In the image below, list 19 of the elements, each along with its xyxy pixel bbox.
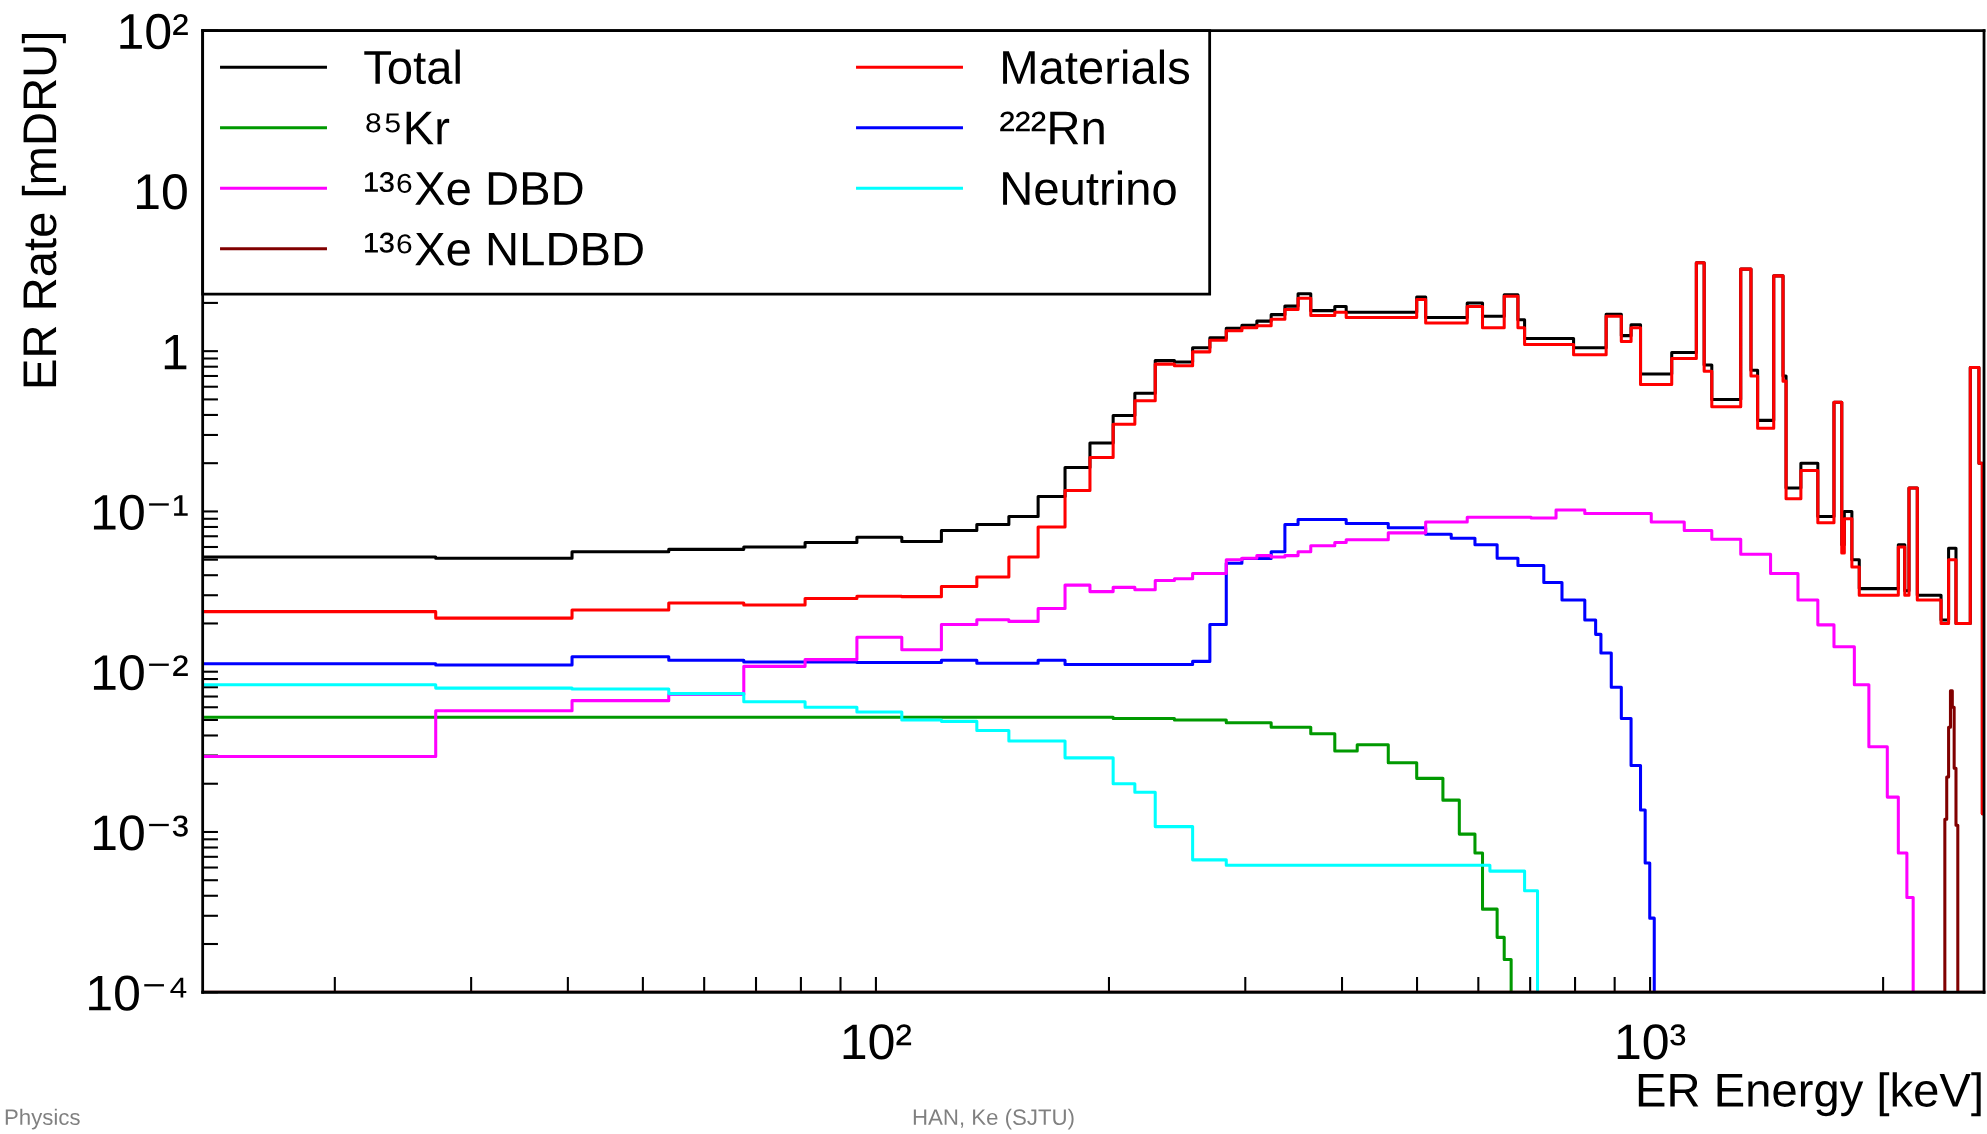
legend-label: ¹³⁶Xe DBD — [365, 172, 583, 206]
legend-label: Total — [364, 49, 460, 85]
x-axis-title: ER Energy [keV] — [1638, 1072, 1981, 1117]
y-tick-label: 1 — [164, 334, 187, 370]
legend-label: ²²²Rn — [1000, 111, 1104, 145]
y-tick-label: 10 — [136, 174, 187, 210]
legend-label: ¹³⁶Xe NLDBD — [365, 232, 643, 266]
y-tick-label: 10⁻¹ — [93, 494, 188, 531]
y-tick-label: 10² — [120, 13, 188, 50]
text: Physics — [5, 1108, 80, 1130]
y-axis-title: ER Rate [mDRU] — [21, 33, 66, 387]
legend-label: ⁸⁵Kr — [366, 111, 450, 145]
legend-label: Materials — [1003, 49, 1190, 85]
legend-label: Neutrino — [1003, 170, 1176, 206]
y-tick-label: 10⁻² — [93, 654, 188, 691]
y-tick-label: 10⁻³ — [93, 815, 188, 851]
text: HAN, Ke (SJTU) — [913, 1108, 1074, 1130]
x-tick-label: 10³ — [1617, 1024, 1686, 1060]
y-tick-label: 10⁻⁴ — [89, 975, 187, 1011]
